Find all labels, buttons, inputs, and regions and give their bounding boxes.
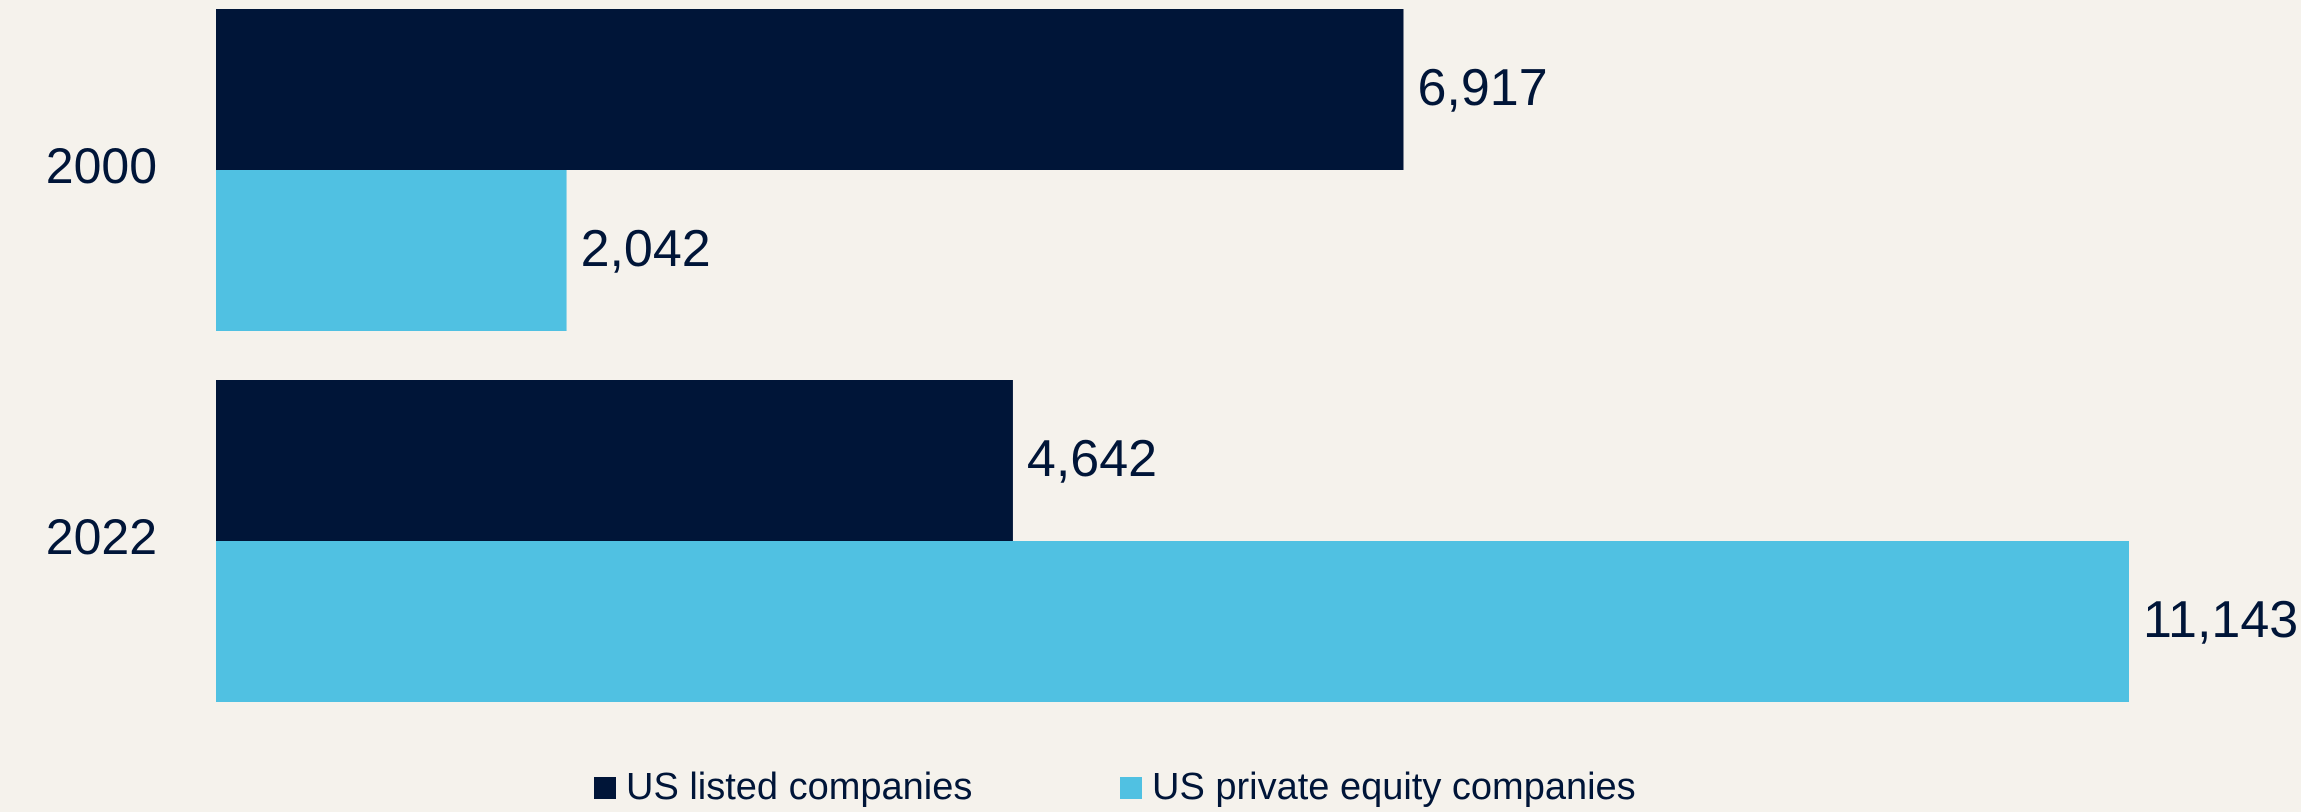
y-tick-label: 2022 <box>46 509 157 565</box>
data-label: 6,917 <box>1417 59 1547 117</box>
legend-label: US listed companies <box>626 766 972 808</box>
bar <box>216 541 2129 702</box>
y-tick-label: 2000 <box>46 138 157 194</box>
legend-swatch <box>594 777 616 799</box>
legend-label: US private equity companies <box>1152 766 1636 808</box>
bar <box>216 170 567 331</box>
bar <box>216 380 1013 541</box>
data-label: 4,642 <box>1027 430 1157 488</box>
bar <box>216 9 1404 170</box>
data-label: 11,143 <box>2143 591 2298 649</box>
data-label: 2,042 <box>581 220 711 278</box>
legend-swatch <box>1120 777 1142 799</box>
